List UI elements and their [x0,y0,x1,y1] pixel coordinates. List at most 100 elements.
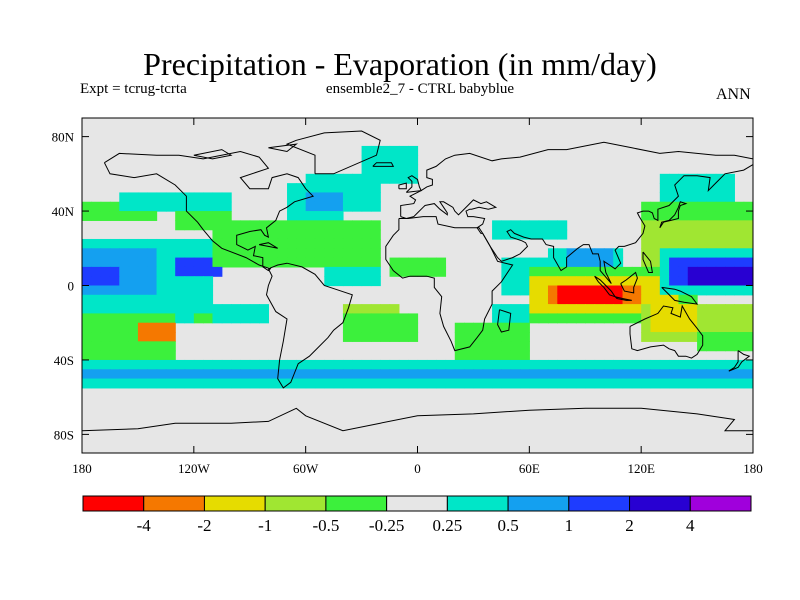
field-cell [137,266,148,277]
field-cell [231,248,242,259]
field-cell [659,192,670,203]
field-cell [706,313,717,324]
field-cell [389,257,400,268]
field-cell [352,276,363,287]
field-cell [734,211,745,221]
coastline [405,175,422,193]
field-cell [370,164,381,175]
colorbar-swatch [203,495,266,512]
field-cell [529,369,540,380]
field-cell [426,359,437,370]
field-cell [137,369,148,380]
coastline [620,271,638,294]
field-cell [734,257,745,268]
field-cell [175,378,186,389]
field-cell [398,266,409,277]
field-cell [538,304,549,315]
field-cell [165,341,176,352]
field-cell [156,257,167,268]
field-cell [380,164,391,175]
field-cell [249,304,260,315]
field-cell [622,276,633,287]
field-cell [650,248,661,259]
field-cell [91,350,102,361]
field-cell [557,359,568,370]
y-tick-label: 80S [54,427,74,442]
field-cell [156,276,167,287]
field-cell [408,332,419,342]
field-cell [352,201,363,212]
colorbar-label: 4 [686,516,695,535]
field-cell [91,276,102,287]
field-cell [370,238,381,249]
field-cell [91,369,102,380]
field-cell [398,313,409,324]
field-cell [287,220,297,231]
field-cell [100,322,111,333]
field-cell [314,220,325,231]
field-cell [706,248,717,259]
coastline [398,182,407,190]
field-cell [128,266,139,277]
field-cell [342,238,353,249]
colorbar-label: -4 [137,516,152,535]
field-cell [156,322,167,333]
field-cell [184,359,195,370]
field-cell [287,201,297,212]
field-cell [100,350,111,361]
field-cell [697,183,707,194]
field-cell [697,211,707,221]
field-cell [324,211,335,221]
field-cell [492,378,502,389]
field-cell [501,378,512,389]
field-cell [240,248,251,259]
field-cell [305,257,316,268]
field-cell [715,322,726,333]
field-cell [184,201,195,212]
field-cell [613,266,624,277]
field-cell [659,359,670,370]
field-cell [184,220,195,231]
field-cell [520,266,530,277]
field-cell [389,313,400,324]
coastline [400,164,753,284]
field-cell [82,285,92,296]
field-cell [333,192,344,203]
field-cell [520,322,530,333]
field-cell [324,276,335,287]
field-cell [715,276,726,287]
field-cell [212,266,223,277]
field-cell [603,369,614,380]
field-cell [193,359,204,370]
field-cell [631,313,642,324]
field-cell [398,173,409,184]
field-cell [212,248,223,259]
coastline [497,309,512,333]
field-cell [175,220,186,231]
field-cell [417,359,428,370]
field-cell [212,192,223,203]
field-cell [352,248,363,259]
field-cell [277,220,288,231]
field-cell [193,201,204,212]
field-cell [706,238,717,249]
field-cell [585,285,596,296]
field-cell [296,229,307,240]
field-cell [678,322,689,333]
field-cell [659,322,670,333]
field-cell [557,248,568,259]
field-cell [324,378,335,389]
field-cell [650,369,661,380]
field-cell [314,211,325,221]
field-cell [706,322,717,333]
field-cell [520,359,530,370]
field-cell [687,304,698,315]
field-cell [725,378,735,389]
field-cell [585,304,596,315]
field-cell [715,332,726,342]
field-cell [575,294,586,305]
field-cell [352,257,363,268]
field-cell [650,378,661,389]
field-cell [715,211,726,221]
field-cell [538,276,549,287]
